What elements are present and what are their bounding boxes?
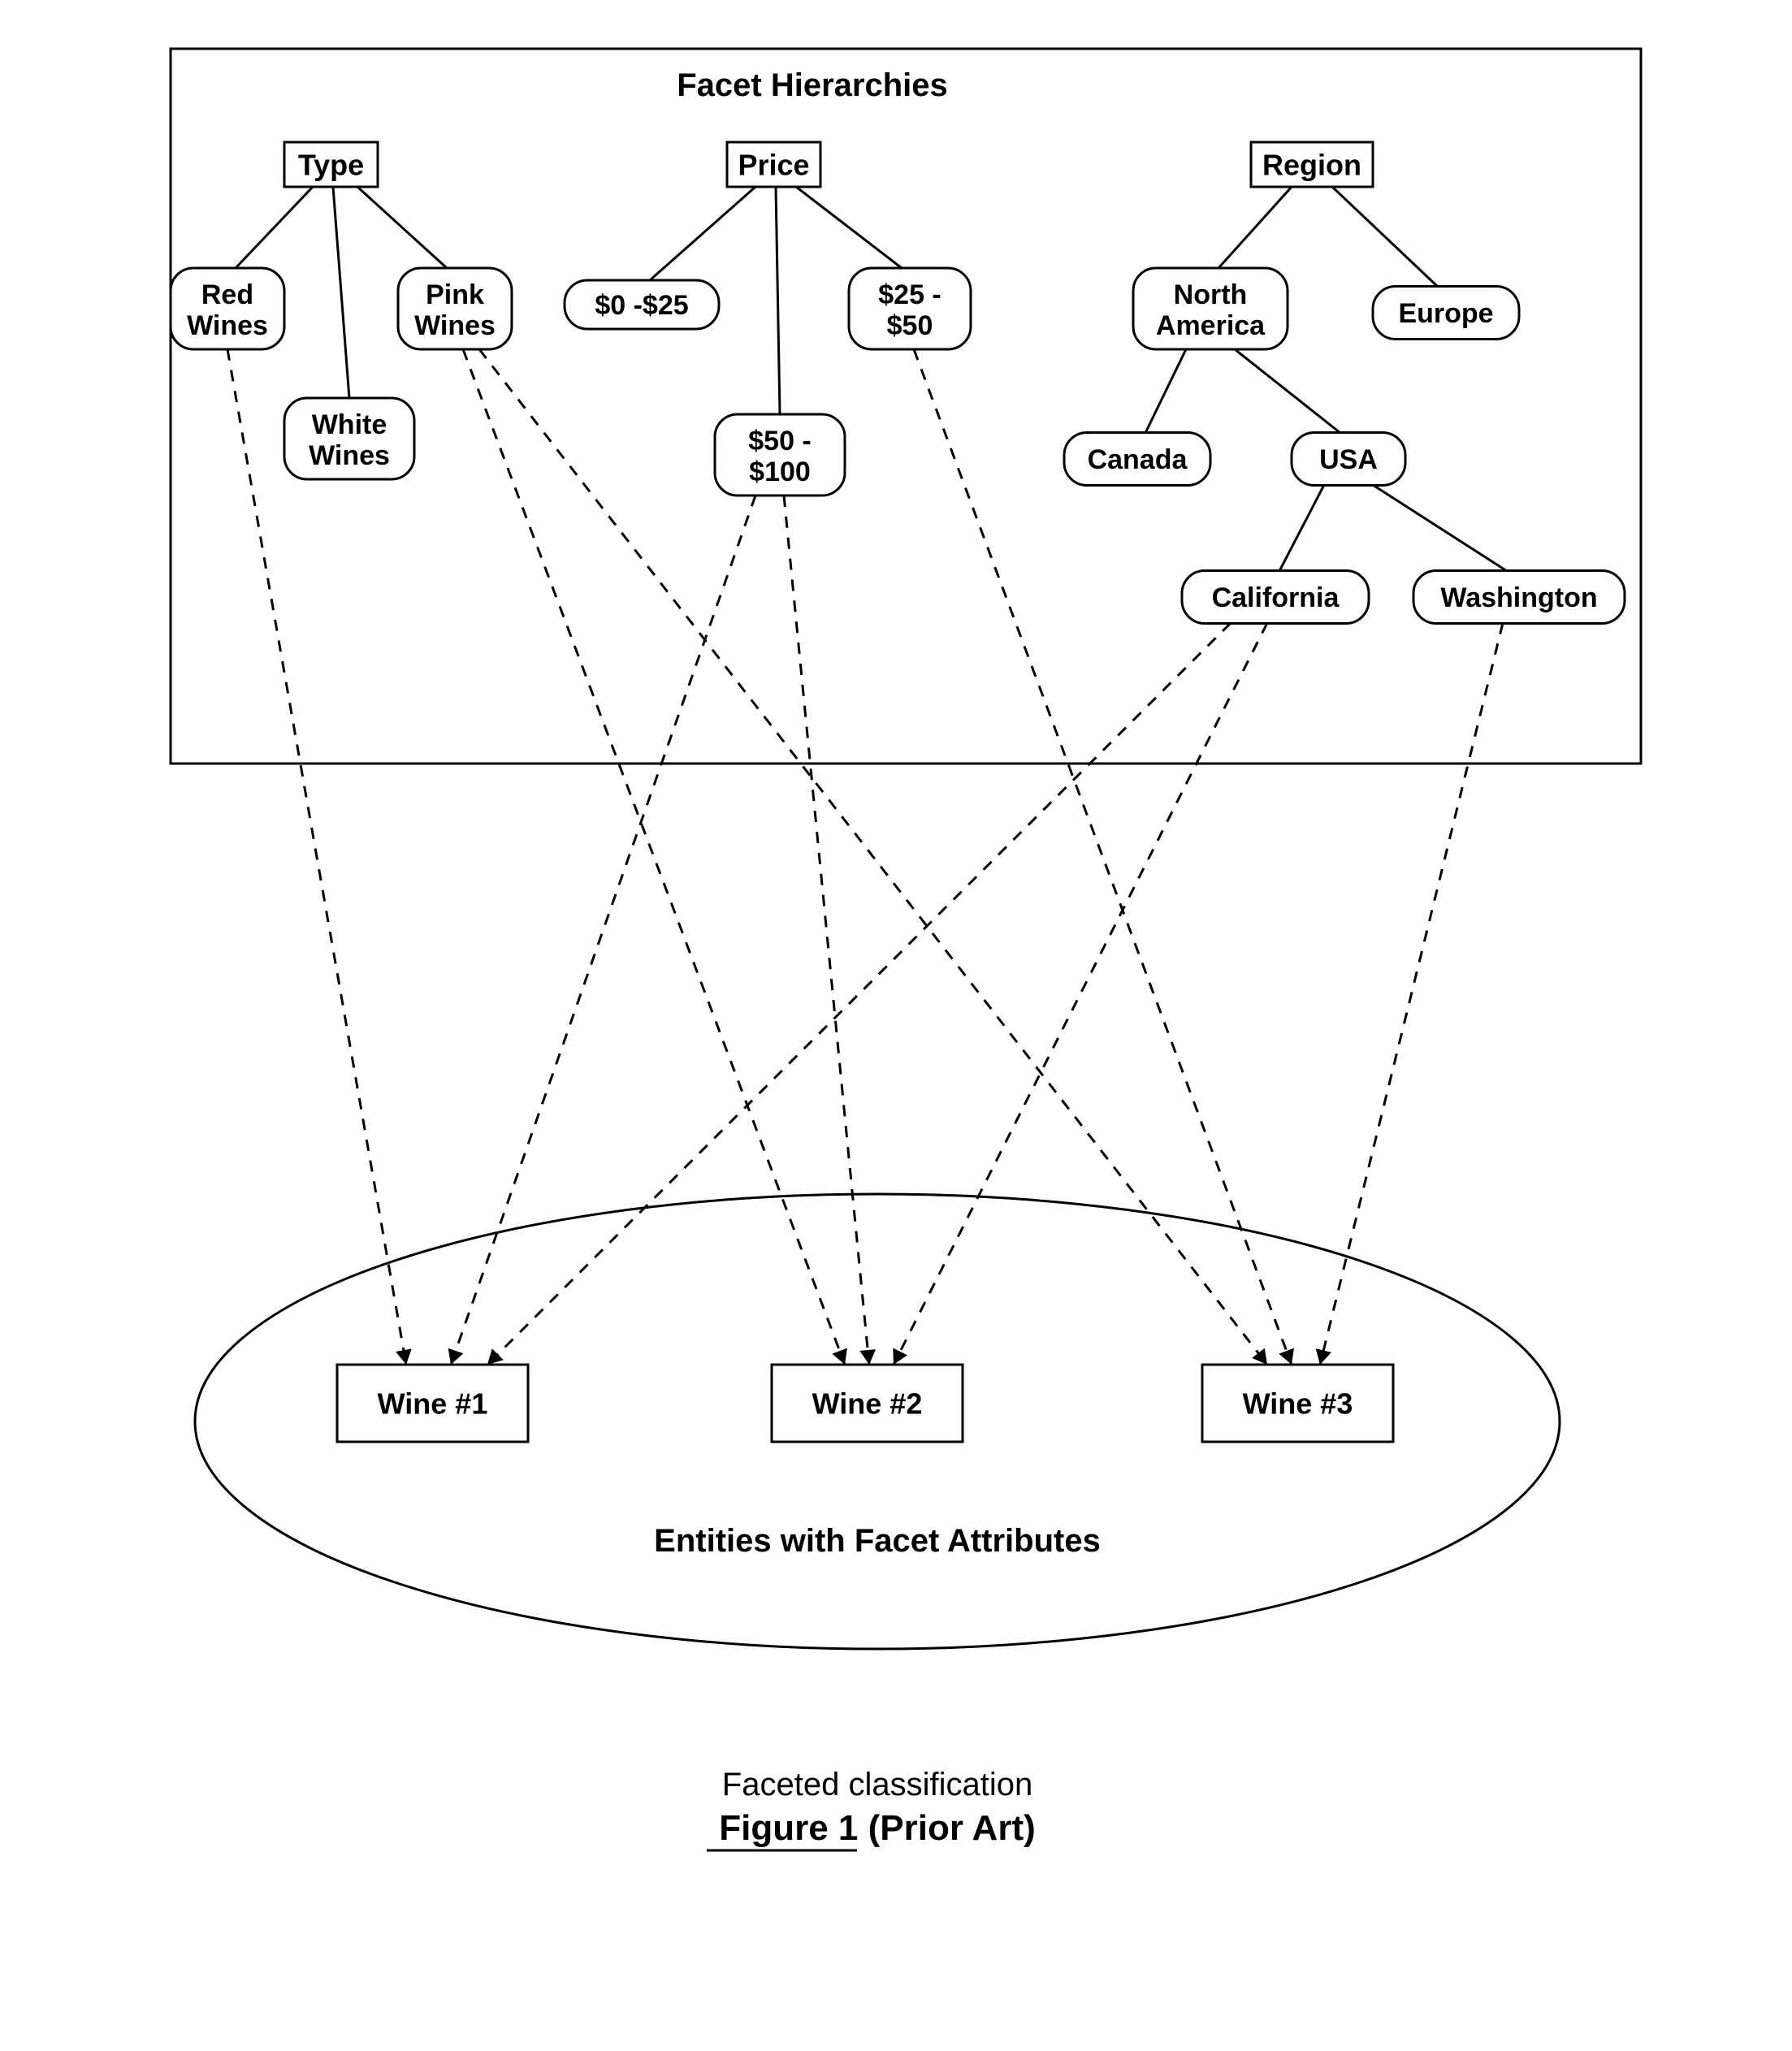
- solid-edge-price_root-p0_25: [650, 187, 755, 280]
- solid-edge-price_root-p50_100: [776, 187, 780, 414]
- solid-edge-na-usa: [1235, 349, 1340, 433]
- facet-node-usa-label: USA: [1319, 444, 1378, 475]
- arrowhead: [893, 1348, 907, 1365]
- facet-node-washington-label: Washington: [1440, 582, 1597, 613]
- caption-line1: Faceted classification: [722, 1767, 1032, 1802]
- arrowhead: [396, 1349, 412, 1365]
- hierarchy-title: Facet Hierarchies: [677, 67, 948, 103]
- facet-node-pink-label1: Pink: [426, 279, 484, 310]
- entity-wine1-label: Wine #1: [378, 1387, 488, 1421]
- arrowhead: [487, 1348, 504, 1365]
- facet-root-region-label: Region: [1262, 149, 1361, 182]
- facet-node-canada-label: Canada: [1088, 444, 1188, 475]
- solid-edge-region_root-europe: [1332, 187, 1438, 287]
- facet-node-california-label: California: [1212, 582, 1340, 613]
- facet-node-na-label1: North: [1174, 279, 1248, 310]
- entity-wine3-label: Wine #3: [1243, 1387, 1353, 1421]
- facet-root-type-label: Type: [298, 149, 364, 182]
- facet-node-red-label1: Red: [201, 279, 253, 310]
- dashed-edges-group: [227, 349, 1503, 1365]
- caption-line2: Figure 1 (Prior Art): [719, 1808, 1036, 1848]
- arrowhead: [1252, 1348, 1267, 1365]
- arrowhead: [859, 1349, 876, 1365]
- solid-edge-usa-california: [1279, 485, 1324, 571]
- facet-node-pink-label2: Wines: [414, 310, 496, 341]
- solid-edge-na-canada: [1145, 349, 1186, 433]
- facet-node-red-label2: Wines: [187, 310, 268, 341]
- facet-node-p50_100-label2: $100: [749, 456, 811, 487]
- facet-node-na-label2: America: [1156, 310, 1266, 341]
- facet-node-p0_25-label: $0 -$25: [595, 290, 688, 321]
- facet-node-white-label1: White: [312, 409, 387, 440]
- solid-edge-region_root-na: [1218, 187, 1292, 268]
- solid-edge-type_root-white: [333, 187, 349, 398]
- facet-node-p25_50-label2: $50: [887, 310, 933, 341]
- arrowhead: [448, 1348, 464, 1365]
- entities-section-label: Entities with Facet Attributes: [654, 1523, 1101, 1559]
- facet-node-white-label2: Wines: [309, 440, 390, 471]
- dashed-edge-pink-wine2: [463, 349, 845, 1365]
- entity-wine2-label: Wine #2: [812, 1387, 923, 1421]
- facet-node-p25_50-label1: $25 -: [878, 279, 941, 310]
- solid-edge-type_root-red: [236, 187, 313, 268]
- solid-edge-type_root-pink: [357, 187, 447, 268]
- dashed-edge-california-wine2: [894, 623, 1267, 1365]
- dashed-edge-red-wine1: [227, 349, 406, 1365]
- dashed-edge-washington-wine3: [1320, 623, 1503, 1365]
- dashed-edge-p50_100-wine1: [451, 495, 755, 1365]
- solid-edge-price_root-p25_50: [796, 187, 902, 268]
- solid-edge-usa-washington: [1373, 485, 1507, 571]
- arrowhead: [1316, 1348, 1331, 1365]
- arrowhead: [832, 1348, 847, 1365]
- facet-node-p50_100-label1: $50 -: [748, 426, 812, 456]
- facet-node-europe-label: Europe: [1398, 298, 1493, 329]
- dashed-edge-p50_100-wine2: [784, 495, 869, 1365]
- facet-root-price-label: Price: [738, 149, 809, 182]
- arrowhead: [1279, 1348, 1294, 1365]
